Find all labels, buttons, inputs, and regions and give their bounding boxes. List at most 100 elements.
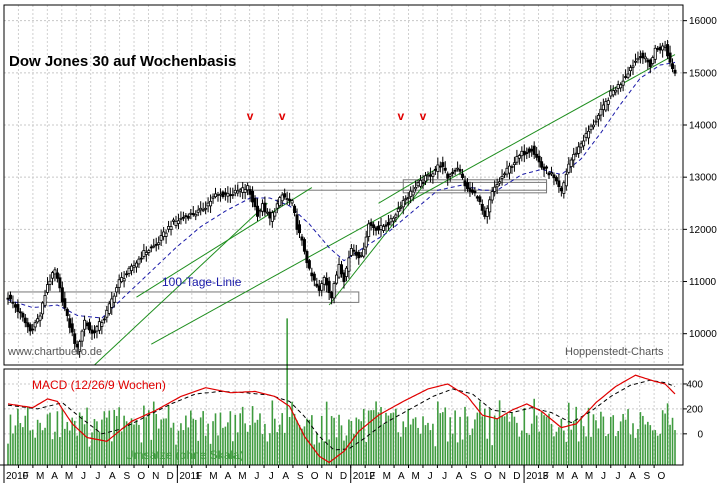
volume-bar xyxy=(46,414,49,465)
candle-body xyxy=(359,255,363,257)
volume-bar xyxy=(190,410,192,465)
volume-bar xyxy=(269,433,271,465)
candle-body xyxy=(223,192,227,195)
candle-body xyxy=(337,264,341,278)
signal-marker: v xyxy=(279,109,286,123)
candle-body xyxy=(535,153,539,158)
volume-bar xyxy=(486,438,489,465)
volume-bar xyxy=(501,415,503,465)
candle-body xyxy=(339,264,343,275)
month-label: A xyxy=(225,471,232,482)
macd-tick-label: 200 xyxy=(686,404,703,415)
volume-bar xyxy=(318,442,321,465)
volume-bar xyxy=(474,419,476,465)
month-label: M xyxy=(65,471,73,482)
volume-bar xyxy=(513,416,516,465)
month-label: M xyxy=(209,471,217,482)
candle-body xyxy=(298,224,302,234)
candle-body xyxy=(559,187,563,192)
candle-body xyxy=(105,309,109,318)
candle-body xyxy=(537,155,541,163)
price-bars xyxy=(6,39,677,358)
candle-body xyxy=(268,211,272,219)
candle-body xyxy=(651,57,655,65)
volume-bar xyxy=(125,421,128,465)
volume-bar xyxy=(434,446,437,465)
volume-bar xyxy=(382,424,385,465)
volume-bar xyxy=(19,423,22,465)
macd-line xyxy=(7,374,676,464)
volume-bar xyxy=(64,428,66,465)
volume-bar xyxy=(271,400,274,465)
volume-bar xyxy=(234,414,237,465)
volume-bar xyxy=(157,428,160,465)
moving-average-line xyxy=(7,61,676,319)
candle-body xyxy=(530,148,534,152)
candle-body xyxy=(577,146,581,154)
volume-bar xyxy=(325,401,328,465)
candle-body xyxy=(33,322,37,328)
volume-bar xyxy=(619,421,622,465)
candle-body xyxy=(162,231,166,237)
volume-bar xyxy=(320,415,323,465)
candle-body xyxy=(604,101,608,111)
volume-bar xyxy=(88,446,91,465)
volume-bar xyxy=(130,418,133,465)
candle-body xyxy=(589,125,593,131)
volume-bar xyxy=(617,430,619,465)
volume-bar xyxy=(446,441,449,465)
month-label: A xyxy=(109,471,116,482)
volume-bar xyxy=(24,415,27,465)
volume-bar xyxy=(348,419,350,465)
volume-bar xyxy=(479,401,481,465)
candle-body xyxy=(310,272,314,277)
volume-bar xyxy=(565,441,568,465)
candle-body xyxy=(152,245,156,248)
volume-bar xyxy=(555,431,558,465)
volume-bar xyxy=(535,415,538,465)
volume-bar xyxy=(367,410,370,465)
candle-body xyxy=(13,304,17,308)
candle-body xyxy=(55,272,59,279)
candle-body xyxy=(273,211,277,217)
volume-bar xyxy=(602,416,605,465)
price-tick-label: 12000 xyxy=(689,225,717,236)
volume-bar xyxy=(22,427,24,465)
year-label: 2012 xyxy=(353,471,376,482)
volume-bar xyxy=(170,427,172,465)
candle-body xyxy=(184,215,188,218)
candle-body xyxy=(275,203,279,209)
candle-body xyxy=(463,180,467,187)
volume-bar xyxy=(251,406,254,465)
volume-bar xyxy=(150,439,153,465)
candle-body xyxy=(441,162,445,167)
candle-body xyxy=(92,330,96,334)
candle-body xyxy=(362,248,366,257)
candle-body xyxy=(60,287,64,303)
volume-bar xyxy=(553,436,555,465)
candle-body xyxy=(475,196,479,199)
candle-body xyxy=(137,258,141,265)
volume-bar xyxy=(570,429,573,465)
volume-bar xyxy=(563,430,565,465)
candle-body xyxy=(673,69,677,74)
month-label: D xyxy=(340,471,347,482)
volume-bar xyxy=(441,412,444,465)
ma-label: 100-Tage-Linie xyxy=(162,275,242,289)
month-label: A xyxy=(51,471,58,482)
volume-bar xyxy=(335,437,338,465)
volume-bar xyxy=(261,434,264,465)
volume-bar xyxy=(7,443,9,465)
candle-body xyxy=(562,182,566,194)
volume-bar xyxy=(236,432,239,465)
volume-bar xyxy=(422,416,424,465)
volume-bar xyxy=(14,425,17,465)
candle-body xyxy=(367,223,371,237)
candle-body xyxy=(317,285,321,291)
volume-bar xyxy=(113,409,116,465)
volume-bar xyxy=(345,435,348,465)
volume-bar xyxy=(525,432,528,465)
volume-bar xyxy=(518,436,521,465)
volume-bar xyxy=(372,410,375,465)
volume-bar xyxy=(661,410,664,465)
